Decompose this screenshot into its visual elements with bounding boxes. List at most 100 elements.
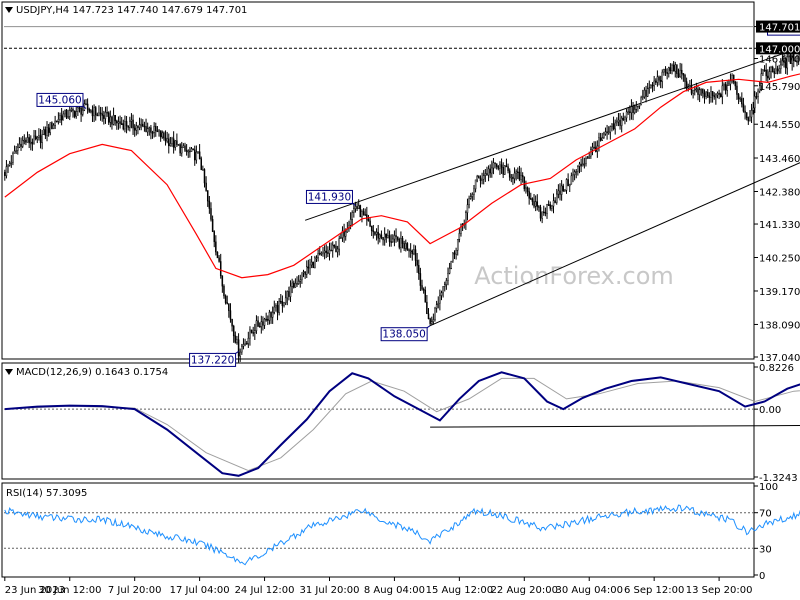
candle-body — [469, 196, 472, 199]
candle-body — [473, 188, 475, 195]
candle-body — [323, 250, 326, 254]
candle-body — [768, 71, 771, 79]
candle-body — [620, 117, 623, 126]
candle-body — [611, 123, 613, 127]
candle-body — [526, 187, 529, 192]
candle-body — [177, 144, 180, 146]
candle-body — [367, 218, 370, 222]
channel-lower-line — [429, 162, 800, 327]
candle-body — [176, 140, 178, 145]
candle-body — [554, 200, 556, 203]
candle-body — [124, 121, 126, 130]
candle-body — [471, 194, 474, 197]
candle-body — [656, 76, 659, 83]
candle-body — [320, 252, 323, 255]
macd-collapse-icon[interactable] — [5, 369, 13, 375]
candle-body — [606, 131, 608, 134]
candle-body — [193, 149, 196, 161]
candle-body — [271, 311, 274, 318]
candle-body — [604, 131, 607, 135]
candle-body — [426, 301, 428, 315]
candle-body — [155, 126, 157, 132]
candle-body — [447, 272, 449, 281]
candle-body — [458, 233, 461, 240]
candle-body — [674, 64, 677, 72]
candle-body — [424, 289, 427, 303]
candle-body — [414, 249, 417, 261]
candle-body — [419, 273, 422, 286]
candle-body — [755, 96, 758, 98]
candle-body — [94, 107, 97, 116]
candle-body — [46, 127, 48, 136]
candle-body — [578, 163, 581, 167]
candle-body — [331, 244, 334, 251]
candle-body — [452, 252, 454, 262]
candle-body — [85, 103, 87, 105]
price-panel-frame — [1, 1, 755, 360]
candle-body — [153, 126, 155, 133]
candle-body — [580, 163, 582, 167]
candle-body — [211, 219, 214, 232]
price-y-tick-label: 141.330 — [759, 220, 800, 231]
candle-body — [31, 141, 34, 145]
candle-body — [231, 318, 233, 327]
candle-body — [655, 80, 657, 83]
candle-body — [215, 241, 217, 253]
candle-body — [15, 150, 17, 152]
candle-body — [327, 252, 329, 254]
candle-body — [728, 83, 730, 86]
candle-body — [218, 257, 220, 262]
candle-body — [607, 131, 610, 134]
moving-average-line — [4, 73, 800, 279]
candle-body — [370, 225, 373, 231]
candle-body — [556, 193, 558, 203]
candle-body — [72, 108, 74, 112]
price-tag-box — [756, 20, 800, 33]
candle-body — [663, 68, 665, 73]
candle-body — [508, 170, 511, 178]
x-tick-label: 22 Aug 20:00 — [491, 585, 558, 596]
candle-body — [309, 264, 311, 269]
candle-body — [687, 86, 690, 89]
collapse-triangle-icon[interactable] — [5, 7, 13, 13]
candle-body — [481, 178, 483, 181]
candle-body — [442, 286, 444, 294]
candle-body — [133, 127, 136, 131]
candle-body — [705, 91, 707, 97]
macd-plot — [4, 371, 800, 477]
x-tick-label: 30 Jun 12:00 — [38, 585, 102, 596]
candle-body — [486, 173, 488, 176]
candle-body — [257, 320, 259, 327]
candle-body — [161, 132, 164, 138]
macd-label: MACD(12,26,9) 0.1643 0.1754 — [16, 367, 168, 378]
candle-body — [372, 230, 375, 233]
price-y-tick-label: 147.701 — [759, 23, 800, 34]
candle-body — [117, 121, 120, 124]
candle-body — [192, 148, 194, 151]
candle-body — [119, 121, 121, 124]
candle-body — [377, 231, 379, 239]
candle-body — [538, 206, 540, 208]
candle-body — [138, 124, 141, 128]
candle-body — [521, 175, 524, 178]
candle-body — [163, 132, 165, 139]
x-tick-label: 7 Jul 20:00 — [108, 585, 162, 596]
candle-body — [198, 151, 201, 160]
candle-body — [236, 339, 238, 343]
x-tick-label: 23 Jun 2023 — [5, 585, 65, 596]
candle-body — [98, 112, 100, 116]
candle-body — [242, 344, 245, 347]
candle-body — [671, 64, 673, 72]
candle-body — [86, 103, 89, 110]
candle-body — [617, 119, 620, 123]
candle-body — [552, 200, 555, 207]
candle-body — [88, 109, 90, 112]
candle-body — [172, 138, 175, 148]
candle-body — [7, 165, 9, 167]
candle-body — [354, 206, 357, 209]
price-y-tick-label: 146.670 — [759, 55, 800, 66]
candle-body — [38, 135, 40, 138]
candle-body — [450, 260, 452, 269]
candle-body — [568, 183, 571, 187]
candle-body — [661, 71, 664, 82]
